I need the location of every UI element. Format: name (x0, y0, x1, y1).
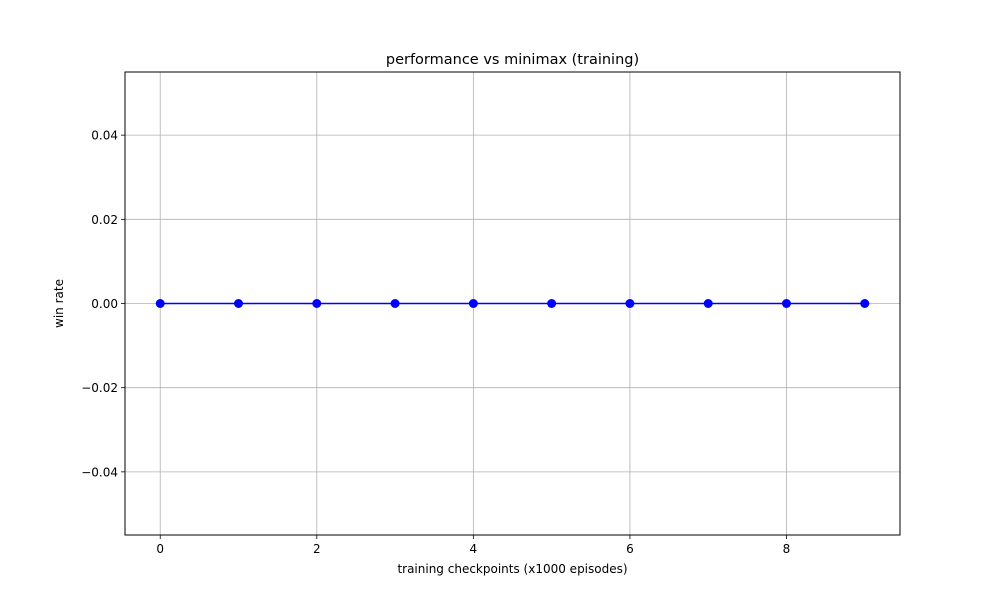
data-point-marker (234, 299, 244, 308)
x-tick-label: 0 (156, 542, 164, 556)
data-point-marker (155, 299, 165, 308)
x-axis-ticks: 0 2 4 6 8 (156, 535, 790, 556)
series-layer (155, 299, 870, 308)
x-tick-label: 8 (783, 542, 791, 556)
x-tick-label: 6 (626, 542, 634, 556)
y-axis-ticks: −0.04 −0.02 0.00 0.02 0.04 (81, 129, 125, 479)
y-tick-label: −0.02 (81, 381, 118, 395)
x-axis-label: training checkpoints (x1000 episodes) (397, 562, 627, 576)
data-point-marker (312, 299, 322, 308)
data-point-marker (390, 299, 400, 308)
x-tick-label: 2 (313, 542, 321, 556)
y-tick-label: 0.02 (91, 213, 118, 227)
data-point-marker (468, 299, 478, 308)
data-point-marker (860, 299, 870, 308)
chart-title: performance vs minimax (training) (386, 52, 639, 68)
data-point-marker (625, 299, 635, 308)
y-tick-label: 0.04 (91, 129, 118, 143)
data-point-marker (781, 299, 791, 308)
x-tick-label: 4 (470, 542, 478, 556)
data-point-marker (547, 299, 557, 308)
y-axis-label: win rate (52, 279, 66, 328)
data-point-marker (703, 299, 713, 308)
y-tick-label: −0.04 (81, 465, 118, 479)
y-tick-label: 0.00 (91, 297, 118, 311)
